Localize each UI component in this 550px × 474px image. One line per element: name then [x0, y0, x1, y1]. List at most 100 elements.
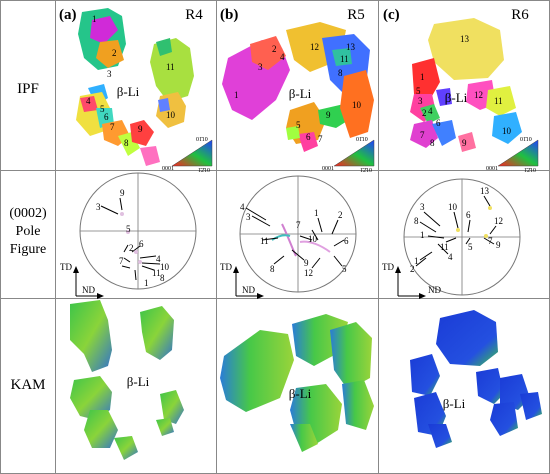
svg-text:0001: 0001 [162, 166, 174, 172]
svg-text:8: 8 [338, 68, 343, 78]
svg-text:9: 9 [120, 188, 125, 198]
svg-text:13: 13 [480, 186, 490, 196]
svg-text:TD: TD [220, 262, 232, 272]
svg-text:8: 8 [124, 138, 129, 148]
svg-text:11: 11 [494, 96, 503, 106]
svg-text:10: 10 [448, 202, 458, 212]
axes-r4: TD ND [60, 262, 104, 299]
svg-text:7: 7 [488, 236, 493, 246]
svg-text:12: 12 [494, 216, 503, 226]
svg-text:3: 3 [246, 212, 251, 222]
svg-text:6: 6 [139, 239, 144, 249]
phase-label-kam-r5: β-Li [289, 386, 312, 401]
svg-text:11: 11 [260, 236, 269, 246]
svg-text:01̄10: 01̄10 [196, 137, 208, 143]
svg-text:TD: TD [60, 262, 72, 272]
pole-figure-r4 [79, 172, 197, 290]
ipf-map-r4 [76, 8, 194, 166]
grain-labels-r6: 1 2 3 4 5 6 7 8 9 10 11 12 13 [416, 34, 512, 148]
grain-labels-r5: 1 2 3 4 5 6 7 8 9 10 11 12 13 [234, 42, 362, 144]
pole-figure-r6 [403, 178, 521, 296]
svg-text:9: 9 [304, 258, 309, 268]
svg-text:1: 1 [92, 14, 97, 24]
svg-text:7: 7 [119, 256, 124, 266]
svg-text:1̄2̄10: 1̄2̄10 [360, 168, 372, 174]
svg-text:9: 9 [326, 110, 331, 120]
grain-labels-r4: 1 2 3 4 5 6 7 8 9 10 11 [86, 14, 176, 148]
kam-map-r5 [220, 314, 374, 452]
ipf-map-r6 [410, 18, 522, 152]
svg-text:3: 3 [418, 96, 423, 106]
sample-label-r6: R6 [511, 7, 529, 23]
svg-text:10: 10 [352, 100, 362, 110]
phase-label-kam-r6: β-Li [443, 396, 466, 411]
kam-map-r6 [410, 310, 542, 448]
sample-label-r5: R5 [347, 7, 365, 23]
svg-text:8: 8 [414, 216, 419, 226]
row-label-pole-1: (0002) [9, 206, 47, 221]
svg-text:13: 13 [460, 34, 470, 44]
svg-text:6: 6 [466, 210, 471, 220]
panel-letter-a: (a) [59, 7, 77, 23]
svg-text:1: 1 [414, 256, 419, 266]
svg-text:11: 11 [152, 268, 161, 278]
svg-text:3: 3 [107, 69, 112, 79]
svg-text:7: 7 [420, 130, 425, 140]
svg-text:2: 2 [112, 48, 117, 58]
phase-label-kam-r4: β-Li [127, 374, 150, 389]
svg-text:2: 2 [410, 264, 415, 274]
pole-labels-r6: 13 3 10 6 12 8 1 11 5 7 9 4 1 2 [410, 186, 503, 274]
phase-label-ipf-r4: β-Li [117, 84, 140, 99]
svg-text:6: 6 [104, 112, 109, 122]
svg-text:11: 11 [340, 54, 349, 64]
svg-text:4: 4 [240, 202, 245, 212]
svg-text:12: 12 [474, 90, 483, 100]
svg-text:1: 1 [420, 230, 425, 240]
svg-text:8: 8 [430, 138, 435, 148]
sample-label-r4: R4 [185, 7, 203, 23]
svg-text:3: 3 [420, 202, 425, 212]
ipf-key-r4: 0001 01̄10 1̄2̄10 [162, 137, 213, 174]
svg-text:3: 3 [96, 202, 101, 212]
row-label-ipf: IPF [17, 81, 39, 97]
kam-map-r4 [70, 300, 184, 460]
svg-text:9: 9 [462, 138, 467, 148]
svg-text:9: 9 [138, 124, 143, 134]
svg-text:10: 10 [308, 234, 318, 244]
axes-r6: TD ND [382, 262, 441, 299]
svg-text:ND: ND [428, 285, 441, 295]
svg-text:13: 13 [346, 42, 356, 52]
ipf-key-r5: 0001 01̄10 1̄2̄10 [322, 137, 375, 174]
svg-text:2: 2 [422, 108, 427, 118]
svg-text:TD: TD [382, 262, 394, 272]
ipf-map-r5 [222, 22, 374, 152]
svg-text:2: 2 [272, 44, 277, 54]
svg-text:5: 5 [468, 242, 473, 252]
svg-text:8: 8 [270, 264, 275, 274]
axes-r5: TD ND [220, 262, 264, 299]
svg-text:4: 4 [156, 254, 161, 264]
svg-text:4: 4 [280, 52, 285, 62]
svg-text:7: 7 [110, 122, 115, 132]
svg-text:7: 7 [318, 134, 323, 144]
svg-text:9: 9 [496, 240, 501, 250]
svg-text:ND: ND [82, 285, 95, 295]
svg-text:10: 10 [160, 262, 170, 272]
svg-text:11: 11 [440, 242, 449, 252]
svg-text:10: 10 [502, 126, 512, 136]
svg-text:6: 6 [306, 132, 311, 142]
svg-text:4: 4 [428, 106, 433, 116]
svg-text:0001: 0001 [486, 166, 498, 172]
svg-text:5: 5 [296, 120, 301, 130]
pole-labels-r5: 4 3 7 1 2 11 10 6 9 8 12 5 [240, 202, 349, 278]
row-label-pole-2: Pole [16, 224, 41, 239]
svg-text:3: 3 [258, 62, 263, 72]
svg-text:7: 7 [296, 220, 301, 230]
svg-text:5: 5 [100, 104, 105, 114]
panel-letter-b: (b) [220, 7, 238, 23]
pole-figure-r5 [239, 175, 357, 293]
ipf-key-r6: 0001 01̄10 1̄2̄10 [486, 137, 539, 174]
svg-text:0001: 0001 [322, 166, 334, 172]
svg-text:12: 12 [310, 42, 319, 52]
